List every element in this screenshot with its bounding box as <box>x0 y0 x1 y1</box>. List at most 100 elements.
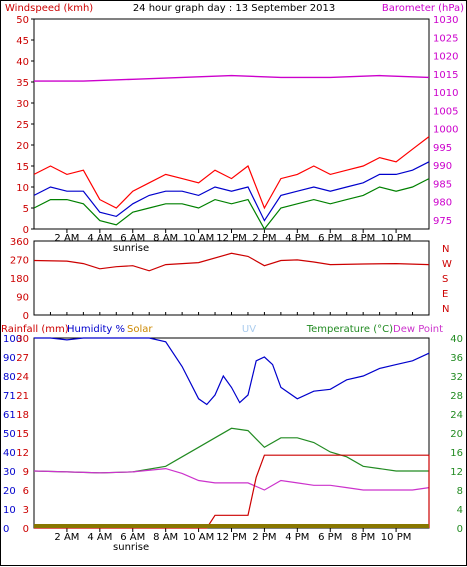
temp-ytick-1: 4 <box>457 505 463 516</box>
wind-xtick-9: 8 PM <box>351 233 375 244</box>
humidity-ytick-6: 61 <box>3 410 16 421</box>
data-series <box>33 74 430 529</box>
wind-ytick-7: 35 <box>16 78 29 89</box>
plot-frame-dir <box>33 240 430 316</box>
rain-ytick-8: 24 <box>16 372 29 383</box>
uv-label: UV <box>242 324 256 335</box>
temp-ytick-6: 24 <box>450 410 463 421</box>
wind-xtick-3: 8 AM <box>153 233 178 244</box>
temp-ytick-4: 16 <box>450 448 463 459</box>
chart-title: 24 hour graph day : 13 September 2013 <box>133 3 335 14</box>
wind-xtick-4: 10 AM <box>183 233 214 244</box>
humidity-ytick-10: 100 <box>3 334 22 345</box>
wind-ytick-8: 40 <box>16 57 29 68</box>
temp-ytick-2: 8 <box>457 486 463 497</box>
env-xtick-4: 10 AM <box>183 532 214 543</box>
dir-label-s: S <box>442 274 448 285</box>
baro-ytick-1: 980 <box>433 198 452 209</box>
wind-sunrise-label: sunrise <box>113 243 149 254</box>
wind-ytick-3: 15 <box>16 162 29 173</box>
env-xtick-9: 8 PM <box>351 532 375 543</box>
wind-xtick-8: 6 PM <box>318 233 342 244</box>
wind-ytick-0: 0 <box>23 225 29 236</box>
env-sunrise-label: sunrise <box>113 542 149 553</box>
humidity-ytick-3: 30 <box>3 467 16 478</box>
series-dewpoint-line <box>33 467 430 491</box>
series-temperature-line <box>33 427 429 474</box>
baro-ytick-11: 1030 <box>433 15 458 26</box>
baro-ytick-0: 975 <box>433 216 452 227</box>
solar-label: Solar <box>127 324 153 335</box>
humidity-ytick-9: 90 <box>3 353 16 364</box>
humidity-ytick-7: 71 <box>3 391 16 402</box>
dir-label-e: E <box>442 289 448 300</box>
rain-ytick-0: 0 <box>23 524 29 535</box>
dir-ytick-3: 270 <box>10 256 29 267</box>
baro-ytick-4: 995 <box>433 143 452 154</box>
env-xtick-10: 10 PM <box>381 532 412 543</box>
rain-ytick-7: 21 <box>16 391 29 402</box>
dir-ytick-2: 180 <box>10 274 29 285</box>
baro-ytick-5: 1000 <box>433 125 458 136</box>
series-avg-line <box>33 161 430 222</box>
temp-ytick-9: 36 <box>450 353 463 364</box>
rain-ytick-3: 9 <box>23 467 29 478</box>
env-xtick-1: 4 AM <box>87 532 112 543</box>
dir-ytick-1: 90 <box>16 293 29 304</box>
dewpoint-label: Dew Point <box>393 324 443 335</box>
rain-ytick-10: 30 <box>16 334 29 345</box>
temp-ytick-5: 20 <box>450 429 463 440</box>
humidity-ytick-8: 80 <box>3 372 16 383</box>
env-xtick-0: 2 AM <box>54 532 79 543</box>
windspeed-axis-label: Windspeed (kmh) <box>5 3 93 14</box>
wind-xtick-10: 10 PM <box>381 233 412 244</box>
humidity-label: Humidity % <box>67 324 125 335</box>
env-xtick-7: 4 PM <box>285 532 309 543</box>
rain-ytick-9: 27 <box>16 353 29 364</box>
series-humidity-line <box>34 337 430 406</box>
temp-ytick-7: 28 <box>450 391 463 402</box>
axis-ticks: 0510152025303540455097598098599099510001… <box>3 15 463 553</box>
humidity-ytick-1: 10 <box>3 505 16 516</box>
dir-label-n-bottom: N <box>442 304 449 315</box>
baro-ytick-7: 1010 <box>433 88 458 99</box>
humidity-ytick-2: 20 <box>3 486 16 497</box>
humidity-ytick-0: 0 <box>3 524 9 535</box>
dir-label-w: W <box>442 259 452 270</box>
wind-xtick-7: 4 PM <box>285 233 309 244</box>
rain-ytick-1: 3 <box>23 505 29 516</box>
series-direction-line <box>33 252 430 272</box>
wind-xtick-6: 2 PM <box>252 233 276 244</box>
rain-ytick-4: 12 <box>16 448 29 459</box>
baro-ytick-10: 1025 <box>433 33 458 44</box>
direction-letters: N W S E N <box>442 244 452 315</box>
env-xtick-5: 12 PM <box>216 532 247 543</box>
baro-ytick-9: 1020 <box>433 52 458 63</box>
env-xtick-6: 2 PM <box>252 532 276 543</box>
rain-ytick-5: 15 <box>16 429 29 440</box>
plot-frame-wind <box>33 18 430 230</box>
baro-ytick-6: 1005 <box>433 106 458 117</box>
temp-ytick-10: 40 <box>450 334 463 345</box>
series-speed-line <box>33 178 430 231</box>
env-xtick-3: 8 AM <box>153 532 178 543</box>
temp-ytick-8: 32 <box>450 372 463 383</box>
temperature-label: Temperature (°C) <box>306 324 393 335</box>
plot-frame-env <box>33 337 430 529</box>
wind-ytick-6: 30 <box>16 99 29 110</box>
wind-ytick-1: 5 <box>23 204 29 215</box>
rain-ytick-2: 6 <box>23 486 29 497</box>
wind-ytick-9: 45 <box>16 36 29 47</box>
series-gust-line <box>33 136 430 210</box>
series-barometer-line <box>34 74 430 82</box>
plot-frames <box>33 18 430 529</box>
env-xtick-2: 6 AM <box>120 532 145 543</box>
baro-ytick-3: 990 <box>433 161 452 172</box>
series-rain-line <box>34 454 430 529</box>
wind-xtick-1: 4 AM <box>87 233 112 244</box>
barometer-axis-label: Barometer (hPa) <box>382 3 464 14</box>
wind-ytick-5: 25 <box>16 120 29 131</box>
wind-ytick-10: 50 <box>16 15 29 26</box>
wind-xtick-5: 12 PM <box>216 233 247 244</box>
